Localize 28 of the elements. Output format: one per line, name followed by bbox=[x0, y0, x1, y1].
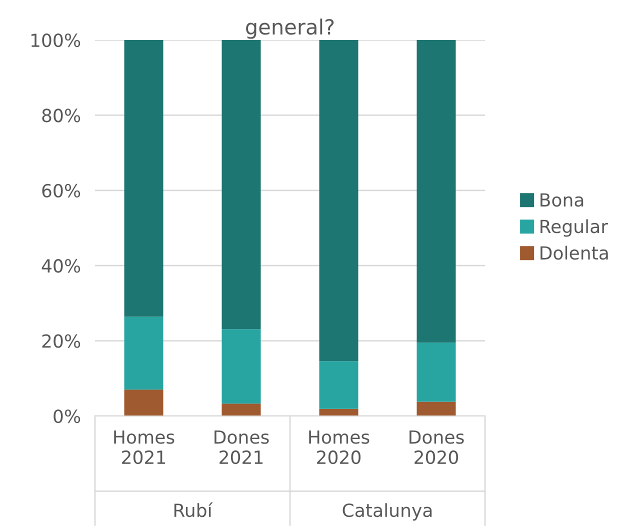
bar bbox=[416, 40, 456, 343]
bar bbox=[124, 390, 164, 416]
bar bbox=[124, 316, 164, 390]
y-tick-label: 40% bbox=[42, 259, 80, 273]
legend-label: Dolenta bbox=[540, 246, 608, 260]
bar bbox=[416, 402, 456, 416]
bar bbox=[222, 404, 261, 416]
bar bbox=[416, 342, 456, 402]
x-tick-label: Dones 2021 bbox=[214, 430, 269, 464]
bar bbox=[222, 329, 261, 404]
x-tick-label: Homes 2021 bbox=[114, 430, 174, 464]
y-tick-label: 100% bbox=[31, 33, 80, 48]
y-tick-label: 60% bbox=[42, 184, 80, 198]
bar bbox=[319, 408, 358, 416]
y-tick-label: 80% bbox=[42, 108, 80, 122]
y-tick-label: 0% bbox=[54, 409, 80, 424]
bar bbox=[319, 40, 358, 362]
bar bbox=[124, 40, 164, 317]
text: Rubí bbox=[174, 502, 213, 518]
bar bbox=[222, 40, 261, 330]
text: Catalunya bbox=[342, 503, 432, 521]
chart-title: general? bbox=[246, 18, 334, 39]
legend-label: Bona bbox=[540, 193, 584, 207]
y-tick-label: 20% bbox=[42, 334, 80, 348]
x-tick-label: Dones 2020 bbox=[410, 430, 464, 464]
bar bbox=[319, 361, 358, 409]
x-tick-label: Homes 2020 bbox=[309, 430, 370, 464]
legend-label: Regular bbox=[540, 219, 608, 237]
